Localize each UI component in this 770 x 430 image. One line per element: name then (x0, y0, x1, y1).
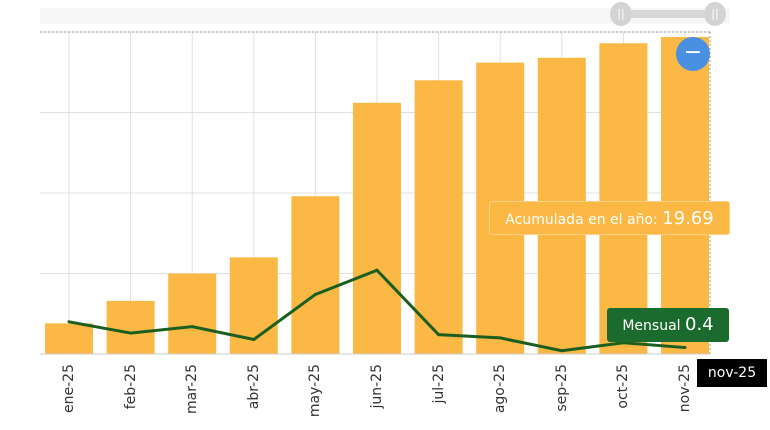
point-ene-25 (67, 320, 71, 324)
x-tick-label: jun-25 (369, 364, 385, 409)
tooltip-monthly-value: 0.4 (685, 314, 714, 335)
point-sep-25 (560, 349, 564, 353)
tooltip-x-label: nov-25 (697, 359, 767, 387)
navigator-bar[interactable] (40, 8, 730, 24)
bar-feb-25 (106, 300, 155, 354)
x-tick-label: nov-25 (677, 364, 693, 413)
zoom-out-button[interactable]: − (676, 37, 710, 71)
x-tick-label: oct-25 (615, 364, 632, 409)
point-abr-25 (252, 338, 256, 342)
x-tick-label: may-25 (307, 364, 324, 418)
navigator-left-handle[interactable]: || (610, 2, 632, 26)
tooltip-accumulated: Acumulada en el año: 19.69 (489, 201, 730, 235)
tooltip-accumulated-value: 19.69 (662, 208, 714, 229)
tooltip-monthly: Mensual 0.4 (607, 308, 729, 342)
point-feb-25 (129, 331, 133, 335)
x-tick-label: feb-25 (122, 364, 139, 410)
point-nov-25 (683, 346, 687, 350)
bar-jul-25 (414, 80, 463, 355)
minus-icon: − (683, 40, 703, 65)
point-ago-25 (498, 336, 502, 340)
bar-ene-25 (45, 323, 93, 354)
point-jun-25 (375, 268, 379, 272)
bar-mar-25 (168, 273, 217, 354)
x-tick-label: ene-25 (61, 364, 77, 413)
bar-jun-25 (353, 102, 401, 354)
tooltip-accumulated-label: Acumulada en el año: (505, 212, 658, 228)
x-tick-label: mar-25 (184, 364, 201, 414)
bar-nov-25 (661, 36, 709, 355)
navigator-scrollbar[interactable] (622, 10, 714, 18)
navigator-right-handle[interactable]: || (704, 2, 726, 26)
x-tick-label: jul-25 (430, 364, 447, 404)
point-may-25 (313, 292, 317, 296)
bar-may-25 (291, 196, 340, 354)
x-tick-label: sep-25 (553, 364, 570, 412)
x-tick-label: ago-25 (492, 364, 509, 414)
bar-oct-25 (599, 43, 648, 355)
x-tick-label: abr-25 (245, 364, 262, 410)
point-mar-25 (190, 325, 194, 329)
tooltip-monthly-label: Mensual (622, 318, 681, 334)
point-jul-25 (437, 333, 441, 337)
